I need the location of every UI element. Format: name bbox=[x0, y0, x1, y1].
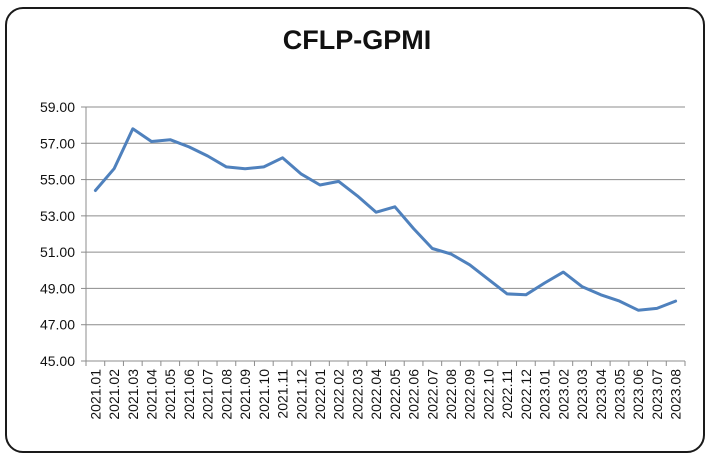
x-tick-label: 2023.02 bbox=[555, 369, 571, 420]
x-tick-label: 2021.03 bbox=[125, 369, 141, 420]
x-tick-label: 2022.11 bbox=[499, 369, 515, 419]
series-line bbox=[93, 127, 678, 312]
x-tick-label: 2021.02 bbox=[106, 369, 122, 420]
y-tick-label: 51.00 bbox=[40, 244, 75, 260]
x-tick-label: 2022.03 bbox=[349, 369, 365, 420]
x-tick-label: 2021.12 bbox=[293, 369, 309, 420]
x-tick-label: 2023.01 bbox=[537, 369, 553, 420]
y-tick-label: 57.00 bbox=[40, 135, 75, 151]
x-tick-label: 2023.04 bbox=[593, 369, 609, 420]
x-tick-label: 2021.05 bbox=[162, 369, 178, 420]
x-tick-label: 2022.07 bbox=[424, 369, 440, 420]
chart-frame bbox=[5, 7, 705, 453]
x-tick-label: 2021.11 bbox=[275, 369, 291, 419]
x-tick-label: 2022.04 bbox=[368, 369, 384, 420]
x-tick-label: 2021.01 bbox=[87, 369, 103, 420]
y-tick-label: 55.00 bbox=[40, 172, 75, 188]
y-tick-label: 45.00 bbox=[40, 353, 75, 369]
x-tick-label: 2023.06 bbox=[630, 369, 646, 420]
x-tick-label: 2022.01 bbox=[312, 369, 328, 420]
x-tick-label: 2021.09 bbox=[237, 369, 253, 420]
y-tick-labels: 45.00 47.00 49.00 51.00 53.00 55.00 57.00 59.00 bbox=[40, 99, 75, 369]
x-tick-label: 2023.08 bbox=[668, 369, 684, 420]
x-tick-label: 2021.07 bbox=[200, 369, 216, 420]
series-layer bbox=[93, 127, 678, 312]
chart-title: CFLP-GPMI bbox=[282, 25, 432, 55]
y-tick-label: 53.00 bbox=[40, 208, 75, 224]
x-tick-labels: 2021.01 2021.02 2021.03 2021.04 2021.05 2021.… bbox=[87, 369, 683, 420]
x-tick-label: 2022.10 bbox=[480, 369, 496, 420]
x-tick-label: 2023.03 bbox=[574, 369, 590, 420]
x-tick-label: 2022.09 bbox=[462, 369, 478, 420]
x-tick-label: 2022.06 bbox=[406, 369, 422, 420]
x-tick-label: 2023.05 bbox=[611, 369, 627, 420]
x-tick-label: 2021.08 bbox=[218, 369, 234, 420]
x-tick-label: 2023.07 bbox=[649, 369, 665, 420]
gridlines bbox=[86, 106, 685, 326]
x-tick-label: 2022.08 bbox=[443, 369, 459, 420]
x-tick-label: 2021.06 bbox=[181, 369, 197, 420]
y-tick-label: 49.00 bbox=[40, 280, 75, 296]
axes bbox=[81, 106, 686, 366]
y-tick-label: 47.00 bbox=[40, 317, 75, 333]
x-tick-label: 2022.12 bbox=[518, 369, 534, 420]
x-tick-label: 2021.04 bbox=[144, 369, 160, 420]
x-tick-label: 2022.05 bbox=[387, 369, 403, 420]
x-tick-label: 2022.02 bbox=[331, 369, 347, 420]
y-tick-label: 59.00 bbox=[40, 99, 75, 115]
x-tick-label: 2021.10 bbox=[256, 369, 272, 420]
